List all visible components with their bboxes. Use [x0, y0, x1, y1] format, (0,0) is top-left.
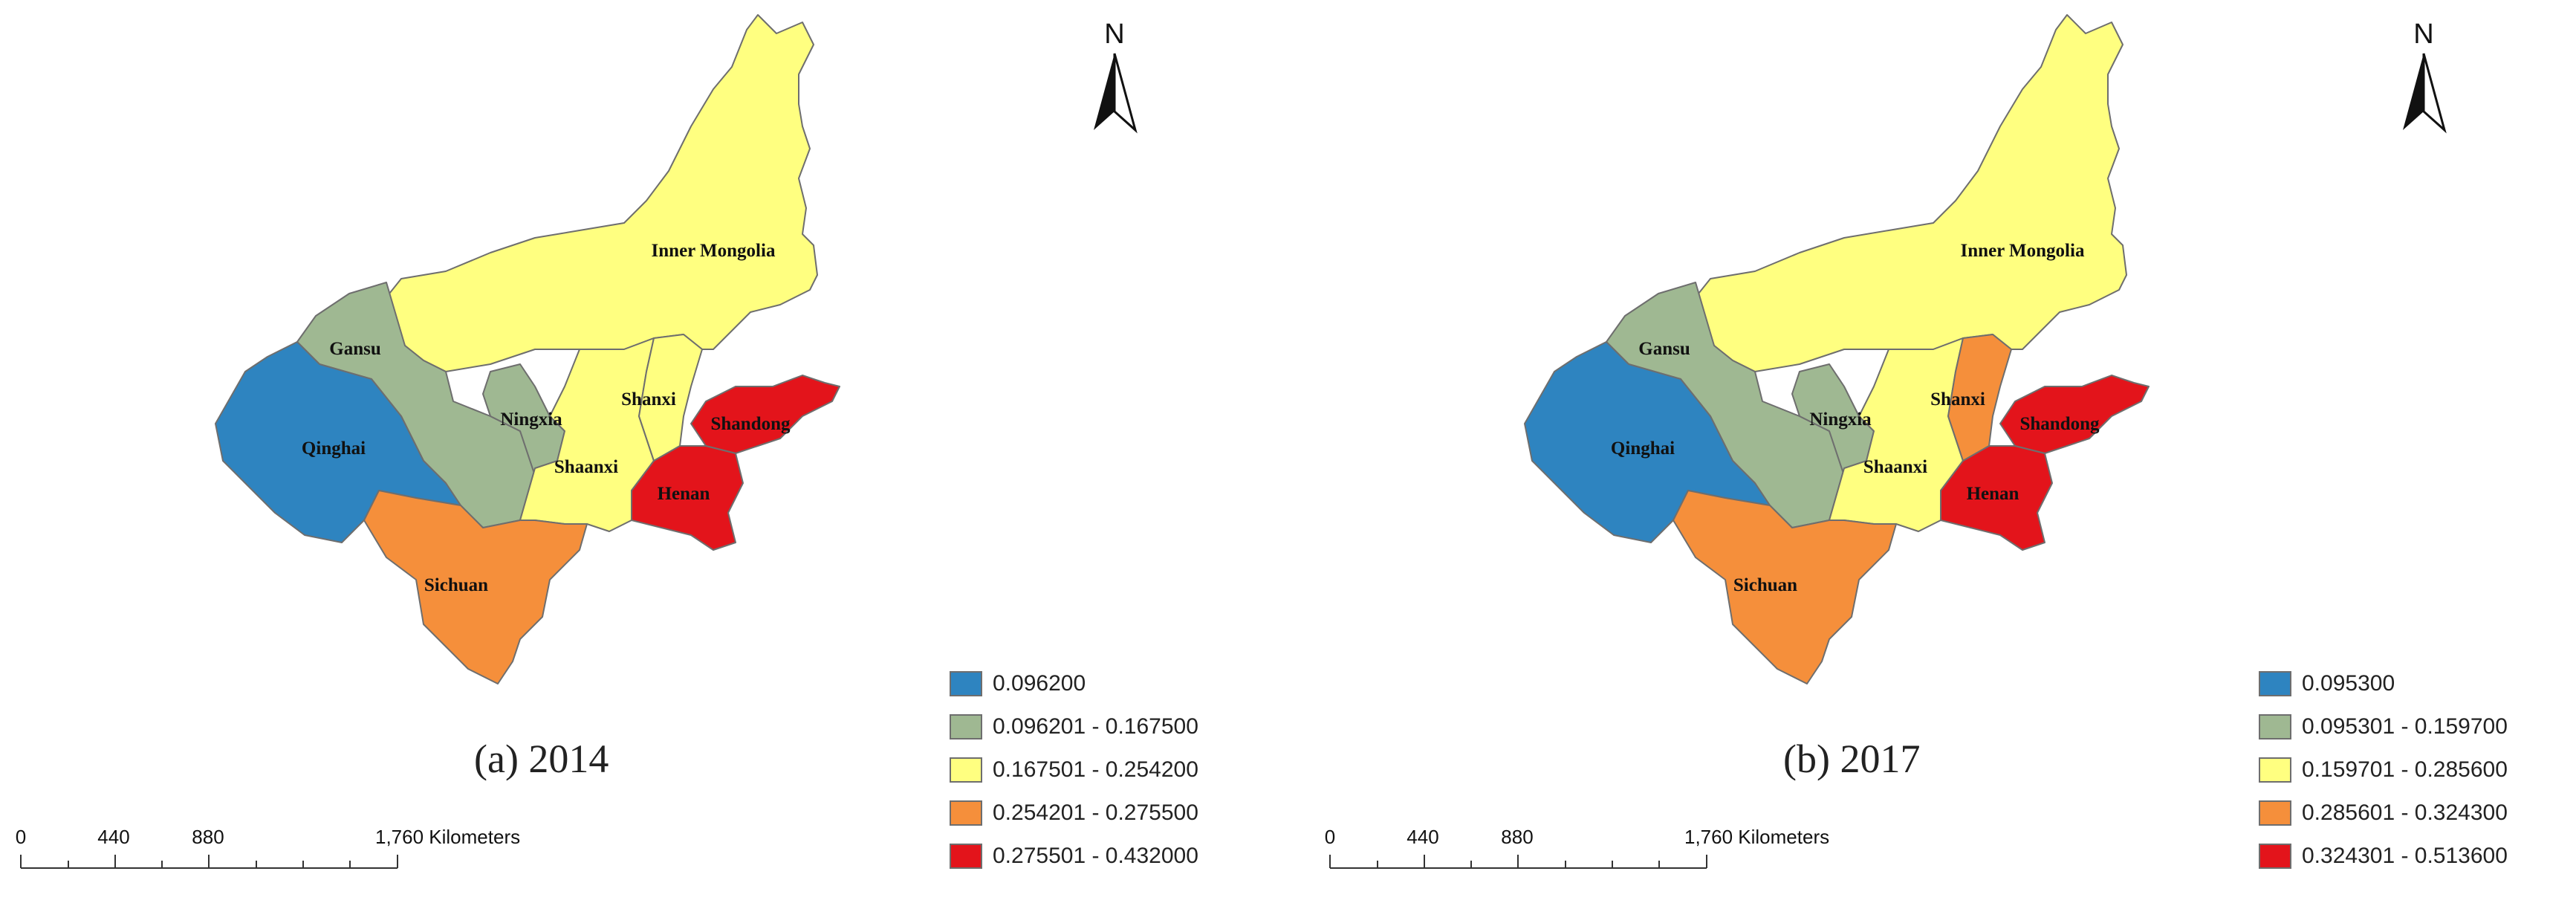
scale-tick-880: 880: [192, 826, 224, 848]
legend-label: 0.095300: [2302, 671, 2395, 696]
legend-swatch: [950, 800, 982, 826]
label-shanxi: Shanxi: [621, 389, 676, 410]
legend-swatch: [2259, 844, 2291, 869]
legend-item: 0.095300: [2259, 667, 2576, 700]
scale-tick-1760: 1,760 Kilometers: [1684, 826, 1829, 848]
legend-item: 0.096201 - 0.167500: [950, 711, 1276, 743]
legend-swatch: [950, 671, 982, 696]
legend-label: 0.096200: [993, 671, 1086, 696]
legend-item: 0.095301 - 0.159700: [2259, 711, 2576, 743]
legend-swatch: [2259, 757, 2291, 783]
scale-bar: 0 440 880 1,760 Kilometers: [1325, 826, 1829, 869]
label-qinghai: Qinghai: [1611, 438, 1675, 459]
legend: 0.095300 0.095301 - 0.159700 0.159701 - …: [2259, 667, 2576, 883]
label-shandong: Shandong: [2019, 414, 2100, 434]
legend-label: 0.167501 - 0.254200: [993, 757, 1198, 782]
label-henan: Henan: [1967, 484, 2019, 504]
scale-tick-440: 440: [97, 826, 129, 848]
scale-bar: 0 440 880 1,760 Kilometers: [16, 826, 520, 869]
province-shanxi: [638, 334, 703, 462]
legend-label: 0.275501 - 0.432000: [993, 844, 1198, 868]
province-inner-mongolia: [1695, 14, 2127, 372]
province-sichuan: [363, 490, 588, 684]
scale-tick-0: 0: [1325, 826, 1335, 848]
legend-label: 0.096201 - 0.167500: [993, 714, 1198, 739]
label-shaanxi: Shaanxi: [1863, 457, 1927, 477]
legend-label: 0.159701 - 0.285600: [2302, 757, 2508, 782]
label-gansu: Gansu: [329, 339, 381, 359]
province-henan: [631, 445, 744, 551]
label-shaanxi: Shaanxi: [554, 457, 618, 477]
map-caption: (a) 2014: [474, 737, 609, 781]
label-sichuan: Sichuan: [1733, 575, 1797, 595]
legend-label: 0.095301 - 0.159700: [2302, 714, 2508, 739]
north-arrow-letter: N: [1104, 19, 1124, 50]
legend-item: 0.275501 - 0.432000: [950, 840, 1276, 873]
label-shanxi: Shanxi: [1930, 389, 1985, 410]
north-arrow-letter: N: [2413, 19, 2433, 50]
legend-swatch: [2259, 714, 2291, 739]
scale-tick-1760: 1,760 Kilometers: [375, 826, 520, 848]
map-canvas: Inner Mongolia Gansu Ningxia Shanxi Shan…: [16, 14, 1138, 869]
label-inner-mongolia: Inner Mongolia: [1961, 241, 2085, 261]
map-caption: (b) 2017: [1783, 737, 1921, 781]
legend-item: 0.096200: [950, 667, 1276, 700]
legend-item: 0.167501 - 0.254200: [950, 754, 1276, 786]
map-canvas: Inner Mongolia Gansu Ningxia Shanxi Shan…: [1325, 14, 2447, 869]
label-qinghai: Qinghai: [302, 438, 366, 459]
label-sichuan: Sichuan: [424, 575, 488, 595]
label-inner-mongolia: Inner Mongolia: [652, 241, 776, 261]
province-henan: [1940, 445, 2053, 551]
label-ningxia: Ningxia: [500, 410, 562, 430]
legend: 0.096200 0.096201 - 0.167500 0.167501 - …: [950, 667, 1276, 883]
province-inner-mongolia: [386, 14, 818, 372]
label-shandong: Shandong: [710, 414, 791, 434]
map-panel-2014: Inner Mongolia Gansu Ningxia Shanxi Shan…: [16, 14, 1276, 883]
province-shanxi: [1947, 334, 2012, 462]
legend-item: 0.324301 - 0.513600: [2259, 840, 2576, 873]
legend-item: 0.285601 - 0.324300: [2259, 797, 2576, 829]
scale-tick-440: 440: [1407, 826, 1438, 848]
map-panel-2017: Inner Mongolia Gansu Ningxia Shanxi Shan…: [1309, 0, 2576, 903]
label-gansu: Gansu: [1638, 339, 1690, 359]
legend-swatch: [950, 714, 982, 739]
legend-label: 0.285601 - 0.324300: [2302, 800, 2508, 825]
label-ningxia: Ningxia: [1809, 410, 1872, 430]
legend-item: 0.159701 - 0.285600: [2259, 754, 2576, 786]
label-henan: Henan: [658, 484, 710, 504]
scale-tick-0: 0: [16, 826, 26, 848]
legend-swatch: [2259, 800, 2291, 826]
province-sichuan: [1673, 490, 1897, 684]
legend-swatch: [950, 844, 982, 869]
north-arrow-icon: N: [1094, 19, 1138, 134]
legend-label: 0.324301 - 0.513600: [2302, 844, 2508, 868]
legend-swatch: [950, 757, 982, 783]
north-arrow-icon: N: [2403, 19, 2447, 134]
scale-tick-880: 880: [1501, 826, 1533, 848]
legend-item: 0.254201 - 0.275500: [950, 797, 1276, 829]
legend-swatch: [2259, 671, 2291, 696]
legend-label: 0.254201 - 0.275500: [993, 800, 1198, 825]
